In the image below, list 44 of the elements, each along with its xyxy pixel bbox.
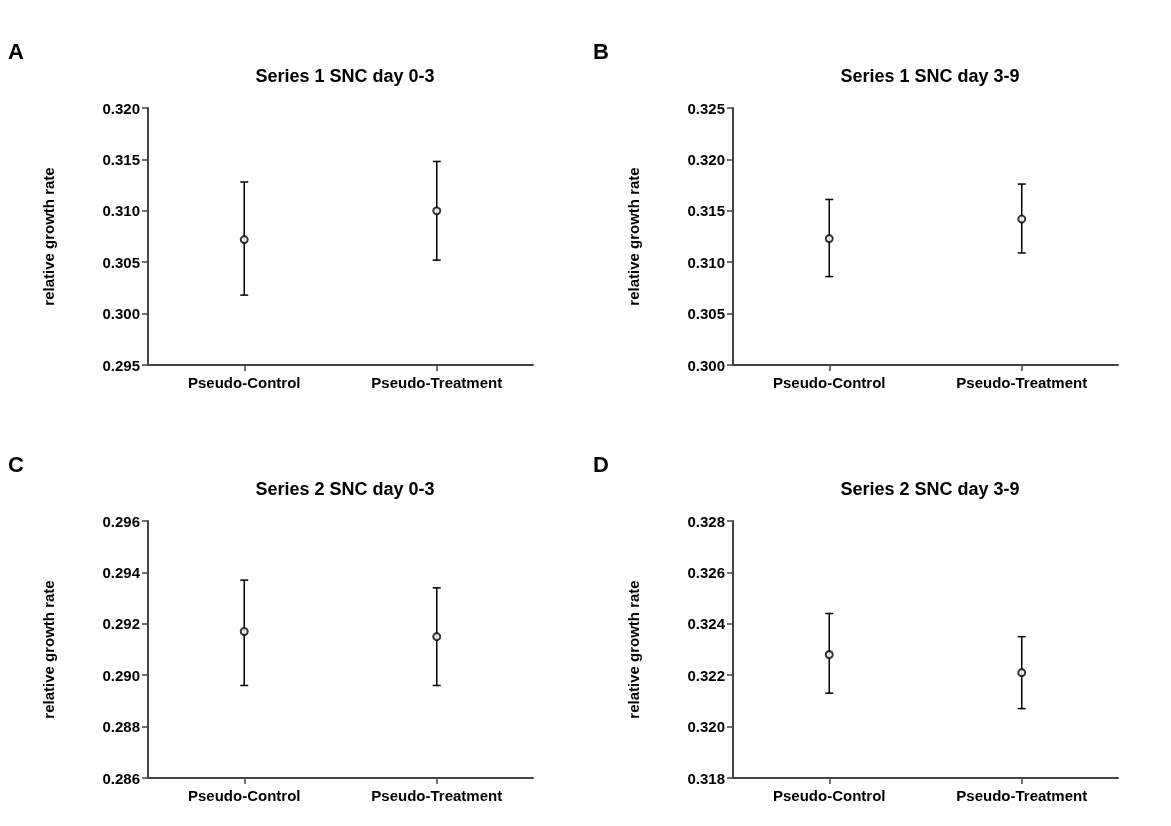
y-tick-label: 0.320: [687, 718, 725, 736]
y-tick-label: 0.290: [102, 666, 140, 684]
y-tick-label: 0.300: [687, 356, 725, 374]
y-tick-label: 0.286: [102, 769, 140, 787]
y-tick-label: 0.320: [102, 99, 140, 117]
y-tick-label: 0.300: [102, 305, 140, 323]
y-tick-label: 0.288: [102, 718, 140, 736]
y-tick-label: 0.315: [102, 150, 140, 168]
y-tick-label: 0.296: [102, 512, 140, 530]
x-tick-label: Pseudo-Control: [773, 787, 886, 804]
y-tick-label: 0.318: [687, 769, 725, 787]
y-tick-label: 0.324: [687, 615, 726, 633]
y-tick-label: 0.310: [687, 253, 725, 271]
y-tick-label: 0.295: [102, 356, 140, 374]
y-axis-title: relative growth rate: [625, 167, 642, 306]
y-tick-label: 0.322: [687, 666, 725, 684]
x-tick-label: Pseudo-Treatment: [956, 787, 1088, 804]
y-tick-label: 0.328: [687, 512, 725, 530]
chart-title: Series 2 SNC day 3-9: [840, 479, 1020, 499]
y-tick-label: 0.315: [687, 202, 725, 220]
y-tick-label: 0.310: [102, 202, 140, 220]
chart-title: Series 2 SNC day 0-3: [255, 479, 435, 499]
chart-title: Series 1 SNC day 0-3: [255, 66, 435, 86]
text: C: [8, 451, 24, 477]
x-tick-label: Pseudo-Control: [188, 787, 301, 804]
y-axis-title: relative growth rate: [625, 580, 642, 719]
text: D: [593, 451, 609, 477]
x-tick-label: Pseudo-Control: [188, 374, 301, 391]
x-tick-label: Pseudo-Treatment: [371, 374, 503, 391]
x-tick-label: Pseudo-Treatment: [371, 787, 503, 804]
y-tick-label: 0.326: [687, 563, 725, 581]
y-tick-label: 0.294: [102, 563, 141, 581]
y-tick-label: 0.305: [102, 253, 140, 271]
text: B: [593, 38, 609, 64]
y-tick-label: 0.320: [687, 150, 725, 168]
y-tick-label: 0.305: [687, 305, 725, 323]
y-tick-label: 0.325: [687, 99, 725, 117]
y-axis-title: relative growth rate: [40, 580, 57, 719]
x-tick-label: Pseudo-Treatment: [956, 374, 1088, 391]
y-tick-label: 0.292: [102, 615, 140, 633]
text: A: [8, 38, 24, 64]
chart-title: Series 1 SNC day 3-9: [840, 66, 1020, 86]
x-tick-label: Pseudo-Control: [773, 374, 886, 391]
y-axis-title: relative growth rate: [40, 167, 57, 306]
